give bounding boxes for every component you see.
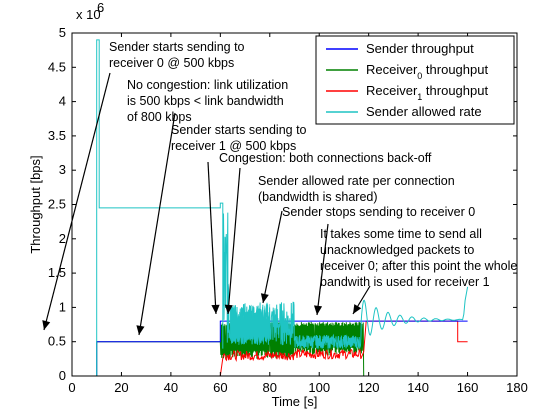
annotation-line: unacknowledged packets to [320, 243, 474, 257]
y-tick-label: 0.5 [48, 334, 66, 349]
receiver0-throughput-line [96, 321, 365, 377]
legend-label: Receiver1 throughput [366, 83, 488, 102]
y-tick-label: 5 [59, 25, 66, 40]
receiver1-throughput-line [219, 320, 468, 377]
annotation-arrow-shaft [316, 223, 329, 316]
annotation: It takes some time to send all unacknowle… [320, 227, 517, 289]
y-tick-label: 1 [59, 299, 66, 314]
y-tick-label: 2 [59, 231, 66, 246]
series-layer [96, 39, 469, 377]
legend: Sender throughput Receiver0 throughput Rec… [315, 35, 515, 125]
annotation-arrow-head [260, 293, 269, 303]
x-tick-label: 140 [407, 380, 429, 395]
annotation-arrow-shaft [138, 112, 176, 336]
x-tick-label: 0 [68, 380, 75, 395]
annotation-line: Sender stops sending to receiver 0 [282, 205, 475, 219]
annotation-line: receiver 0; after this point the whole [320, 259, 517, 273]
legend-label: Sender throughput [366, 41, 474, 56]
annotation-line: bandwith is used for receiver 1 [320, 275, 490, 289]
annotation: Congestion: both connections back-off [219, 151, 432, 165]
y-tick-label: 4 [59, 94, 66, 109]
annotation-arrow-shaft [262, 210, 283, 304]
annotation-arrow-shaft [227, 167, 241, 315]
legend-label: Sender allowed rate [366, 104, 482, 119]
axes-layer: 0 20 40 60 80 100 120 140 160 180 0 0.5 1 1.5 2 2.5 3 3.5… [28, 0, 528, 409]
annotation-line: Sender allowed rate per connection [258, 174, 455, 188]
annotation: Sender starts sending to receiver 1 @ 500… [171, 123, 307, 153]
x-tick-label: 120 [358, 380, 380, 395]
annotation-arrow-head [314, 305, 323, 315]
annotation-arrow-shaft [43, 72, 111, 331]
y-tick-label: 3 [59, 162, 66, 177]
annotation-line: Congestion: both connections back-off [219, 151, 432, 165]
annotation-line: It takes some time to send all [320, 227, 482, 241]
annotation-line: (bandwidth is shared) [258, 190, 378, 204]
x-tick-label: 100 [308, 380, 330, 395]
annotation: Sender stops sending to receiver 0 [282, 205, 475, 219]
annotation-line: is 500 kbps < link bandwidth [127, 94, 284, 108]
annotation-arrow-head [224, 304, 233, 314]
x-tick-label: 20 [114, 380, 128, 395]
annotation-arrow-head [136, 325, 145, 335]
annotation-arrow-shaft [207, 161, 217, 315]
y-tick-label: 4.5 [48, 59, 66, 74]
annotation-arrow-head [211, 304, 220, 314]
x-tick-label: 180 [506, 380, 528, 395]
y-tick-label: 3.5 [48, 128, 66, 143]
annotation-line: Sender starts sending to [171, 123, 307, 137]
annotation-line: receiver 0 @ 500 kbps [109, 56, 234, 70]
legend-label: Receiver0 throughput [366, 62, 488, 81]
legend-box [315, 35, 515, 125]
annotation-line: Sender starts sending to [109, 40, 245, 54]
y-axis-label: Throughput [bps] [28, 155, 43, 253]
y-tick-label: 0 [59, 368, 66, 383]
annotation: Sender starts sending to receiver 0 @ 500… [109, 40, 245, 70]
annotation-line: receiver 1 @ 500 kbps [171, 139, 296, 153]
y-tick-label: 1.5 [48, 265, 66, 280]
x-tick-label: 40 [164, 380, 178, 395]
y-multiplier-exponent: 6 [97, 0, 104, 15]
x-tick-label: 80 [263, 380, 277, 395]
annotations-layer: Sender starts sending to receiver 0 @ 500… [42, 40, 517, 336]
x-axis-label: Time [s] [272, 394, 318, 409]
annotation-line: No congestion: link utilization [127, 78, 288, 92]
annotation-line: of 800 kbps [127, 110, 192, 124]
y-multiplier: x 10 [76, 7, 101, 22]
y-tick-label: 2.5 [48, 197, 66, 212]
annotation-arrow-head [353, 304, 362, 314]
annotation: Sender allowed rate per connection (bandw… [258, 174, 455, 204]
annotation: No congestion: link utilization is 500 kb… [127, 78, 288, 124]
allowed-rate-dense-region [229, 303, 271, 346]
annotation-arrow-head [42, 320, 51, 330]
x-tick-label: 160 [457, 380, 479, 395]
x-tick-label: 60 [213, 380, 227, 395]
